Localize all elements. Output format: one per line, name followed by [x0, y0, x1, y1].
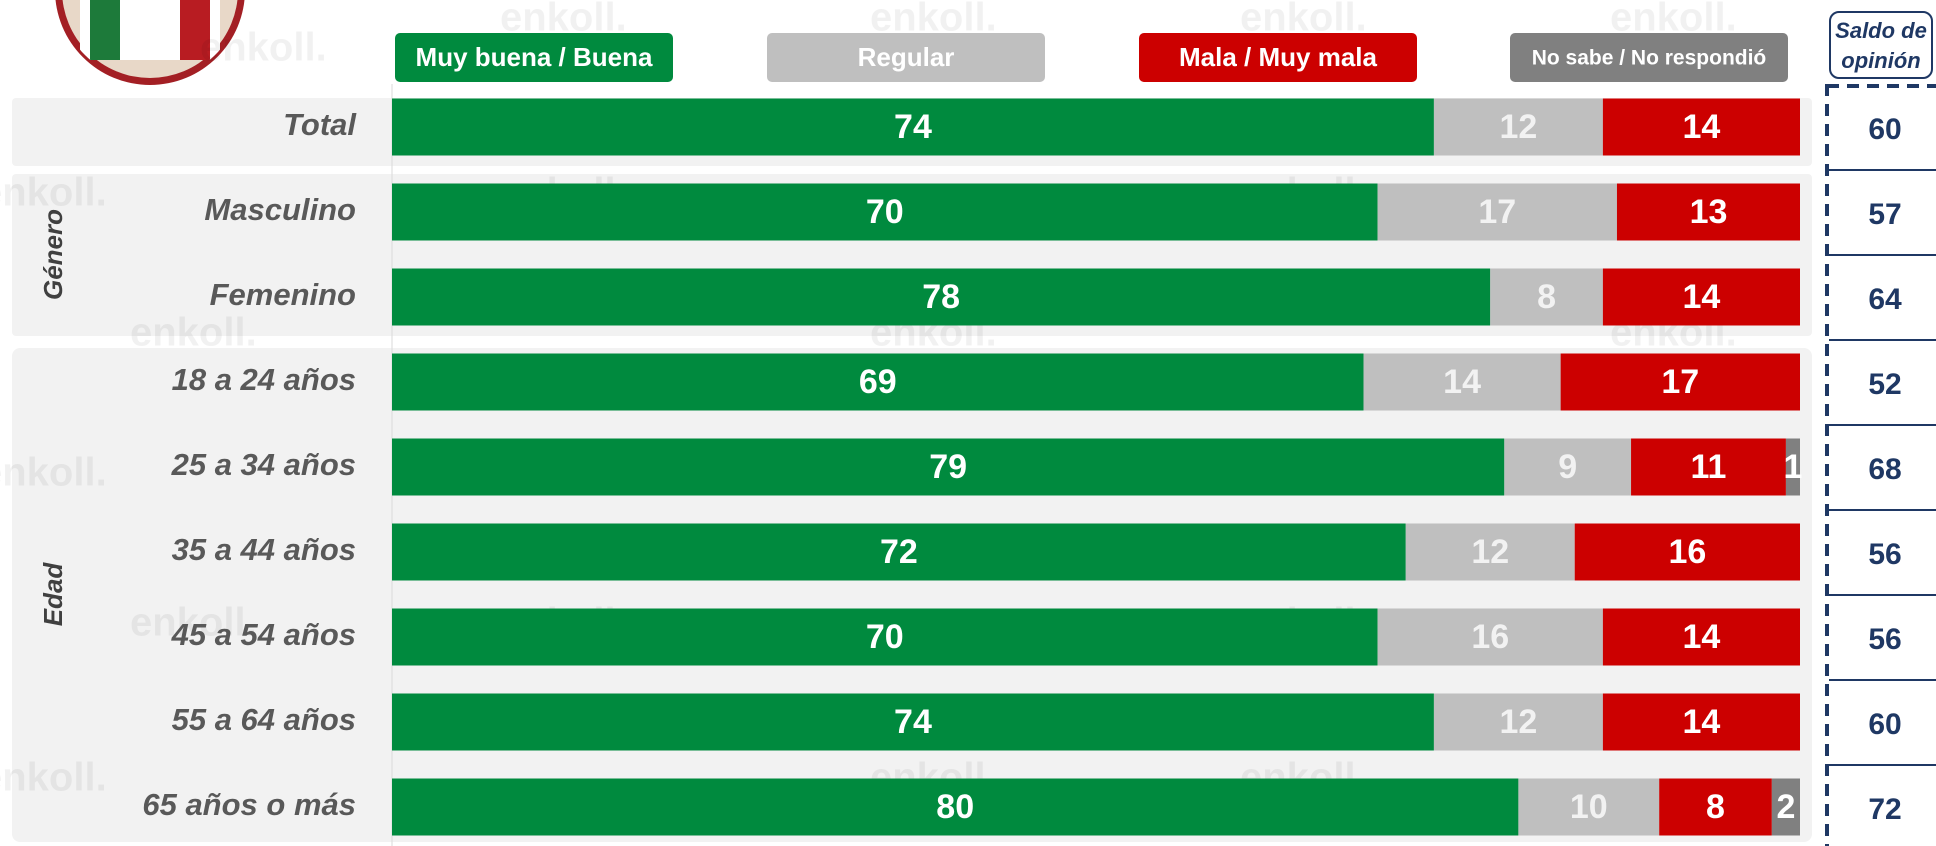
bar-value-label: 79 [929, 448, 967, 486]
bar-value-label: 14 [1683, 278, 1721, 316]
saldo-value: 72 [1868, 793, 1901, 826]
category-label: 35 a 44 años [172, 532, 356, 567]
group-label: Edad [38, 562, 68, 627]
saldo-title: Saldo de opinión [1829, 11, 1933, 79]
bar-value-label: 14 [1443, 363, 1481, 401]
watermark: enkoll. [0, 451, 107, 495]
saldo-value: 56 [1868, 538, 1901, 571]
category-label: Total [283, 107, 357, 142]
saldo-value: 64 [1868, 283, 1902, 316]
saldo-value: 60 [1868, 113, 1901, 146]
bar-value-label: 1 [1783, 448, 1802, 486]
legend-label: Mala / Muy mala [1179, 42, 1377, 72]
bar-value-label: 17 [1661, 363, 1699, 401]
bar-value-label: 8 [1537, 278, 1556, 316]
watermark: enkoll. [0, 756, 107, 800]
bar-value-label: 74 [894, 703, 932, 741]
bar-value-label: 14 [1683, 618, 1721, 656]
watermark: enkoll. [200, 26, 327, 70]
saldo-value: 60 [1868, 708, 1901, 741]
legend-label: No sabe / No respondió [1532, 47, 1767, 70]
bar-value-label: 12 [1471, 533, 1509, 571]
watermark: enkoll. [0, 171, 107, 215]
category-label: Masculino [204, 192, 356, 227]
bar-value-label: 14 [1683, 108, 1721, 146]
bar-value-label: 17 [1478, 193, 1516, 231]
bar-value-label: 70 [866, 618, 904, 656]
bar-value-label: 80 [936, 788, 974, 826]
chart: enkoll.enkoll.enkoll.enkoll.enkoll.enkol… [0, 0, 1936, 846]
legend-label: Muy buena / Buena [416, 42, 653, 72]
bar-value-label: 14 [1683, 703, 1721, 741]
bar-value-label: 2 [1776, 788, 1795, 826]
saldo-value: 57 [1868, 198, 1901, 231]
bar-value-label: 11 [1691, 448, 1727, 486]
category-label: 65 años o más [142, 787, 356, 822]
saldo-value: 52 [1868, 368, 1901, 401]
bar-value-label: 69 [859, 363, 897, 401]
bar-value-label: 12 [1499, 703, 1537, 741]
legend-label: Regular [858, 42, 955, 72]
category-label: 55 a 64 años [172, 702, 356, 737]
bar-value-label: 78 [922, 278, 960, 316]
group-label: Género [38, 209, 68, 300]
bar-value-label: 72 [880, 533, 918, 571]
saldo-value: 56 [1868, 623, 1901, 656]
bar-value-label: 74 [894, 108, 932, 146]
page: {"chart_data": { "type": "bar", "orienta… [0, 0, 1936, 846]
bar-value-label: 70 [866, 193, 904, 231]
bar-value-label: 9 [1558, 448, 1577, 486]
bar-value-label: 16 [1471, 618, 1509, 656]
category-label: 45 a 54 años [171, 617, 356, 652]
bar-value-label: 16 [1668, 533, 1706, 571]
bar-value-label: 8 [1706, 788, 1725, 826]
saldo-value: 68 [1868, 453, 1901, 486]
bar-value-label: 13 [1690, 193, 1728, 231]
category-label: 18 a 24 años [172, 362, 356, 397]
watermark: enkoll. [130, 311, 257, 355]
category-label: 25 a 34 años [171, 447, 356, 482]
bar-value-label: 10 [1570, 788, 1608, 826]
category-label: Femenino [210, 277, 356, 312]
bar-value-label: 12 [1499, 108, 1537, 146]
